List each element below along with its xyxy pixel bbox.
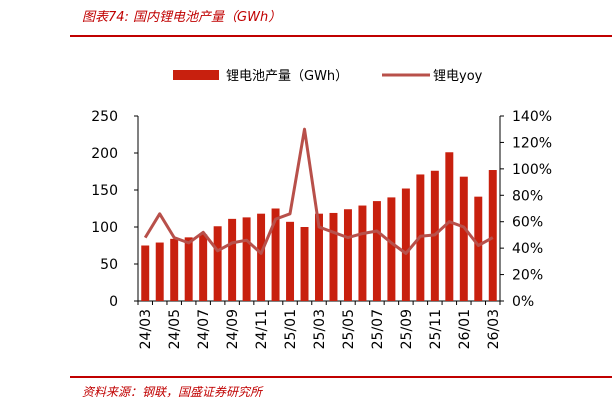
x-tick-label: 25/09 — [399, 309, 415, 349]
bar-26/02 — [474, 196, 483, 301]
figure-source: 资料来源：钢联，国盛证券研究所 — [82, 385, 263, 399]
bar-24/11 — [257, 213, 266, 301]
bar-24/10 — [242, 217, 251, 301]
bar-24/08 — [213, 226, 222, 301]
legend-line-label: 锂电yoy — [433, 69, 483, 84]
left-tick-label: 0 — [109, 294, 118, 310]
bar-26/01 — [459, 176, 468, 301]
bar-24/04 — [155, 242, 164, 301]
source-rule — [70, 376, 612, 378]
bar-25/04 — [329, 212, 338, 301]
bar-25/01 — [286, 221, 295, 301]
left-tick-label: 100 — [91, 220, 118, 236]
bar-25/07 — [372, 201, 381, 301]
right-tick-label: 80% — [512, 188, 543, 204]
x-tick-label: 26/03 — [486, 309, 502, 349]
yoy-line — [143, 127, 494, 255]
bar-24/03 — [141, 245, 150, 301]
right-tick-label: 100% — [512, 162, 552, 178]
left-tick-label: 150 — [91, 183, 118, 199]
bar-24/09 — [228, 218, 237, 301]
x-tick-label: 26/01 — [457, 309, 473, 349]
right-tick-label: 0% — [512, 294, 534, 310]
bar-24/06 — [184, 237, 193, 301]
x-tick-label: 24/03 — [138, 309, 154, 349]
legend: 锂电池产量（GWh） 锂电yoy — [173, 69, 483, 84]
bar-25/06 — [358, 205, 367, 301]
title-rule — [70, 35, 612, 37]
bar-25/12 — [445, 152, 454, 301]
right-tick-label: 20% — [512, 268, 543, 284]
x-tick-label: 25/01 — [283, 309, 299, 349]
legend-bar-swatch — [173, 70, 219, 80]
figure-title: 图表74: 国内锂电池产量（GWh） — [82, 10, 282, 25]
x-tick-label: 24/07 — [196, 309, 212, 349]
x-axis-ticks: 24/03 24/05 24/07 24/09 24/11 25/01 25/03 25/05… — [137, 301, 502, 349]
bar-25/03 — [315, 213, 323, 301]
bar-26/03 — [488, 170, 497, 301]
left-tick-label: 200 — [91, 146, 118, 162]
bar-24/05 — [170, 238, 179, 301]
bar-25/08 — [387, 197, 396, 301]
x-tick-label: 25/03 — [312, 309, 328, 349]
right-tick-label: 40% — [512, 241, 543, 257]
x-tick-label: 25/11 — [428, 309, 444, 349]
right-tick-label: 120% — [512, 135, 552, 151]
left-tick-label: 50 — [100, 257, 118, 273]
line-series — [143, 127, 494, 255]
right-tick-label: 140% — [512, 109, 552, 125]
bar-25/05 — [343, 209, 352, 301]
bar-25/02 — [300, 227, 309, 301]
right-axis-ticks: 0% 20% 40% 60% 80% 100% 120% 140% — [500, 109, 552, 310]
left-tick-label: 250 — [91, 109, 118, 125]
left-axis-ticks: 0 50 100 150 200 250 — [91, 109, 138, 310]
bar-25/09 — [401, 188, 410, 301]
bar-24/07 — [199, 234, 208, 301]
legend-bar-label: 锂电池产量（GWh） — [226, 69, 348, 84]
x-tick-label: 25/07 — [370, 309, 386, 349]
x-tick-label: 24/05 — [167, 309, 183, 349]
bar-24/12 — [271, 208, 280, 301]
x-tick-label: 24/11 — [254, 309, 270, 349]
x-tick-label: 25/05 — [341, 309, 357, 349]
x-tick-label: 24/09 — [225, 309, 241, 349]
right-tick-label: 60% — [512, 215, 543, 231]
